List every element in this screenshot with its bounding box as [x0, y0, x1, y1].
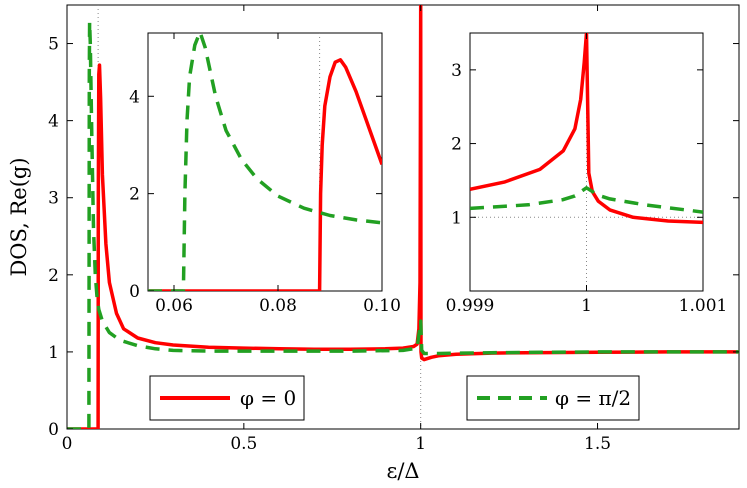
y-tick-label: 3: [451, 61, 462, 81]
inset-left-x-ticks: 0.06 0.08 0.10: [155, 33, 401, 316]
x-tick-label: 0.999: [446, 296, 495, 316]
y-tick-label: 4: [48, 112, 59, 132]
main-y-ticks: 0 1 2 3 4 5: [48, 35, 739, 440]
y-tick-label: 2: [129, 185, 140, 205]
main-x-ticks: 0 0.5 1 1.5: [62, 5, 611, 454]
inset-left-series: [148, 33, 382, 291]
series-line-phi-pi-2: [67, 20, 739, 429]
series-line-phi-0: [470, 33, 703, 225]
y-tick-label: 0: [48, 420, 59, 440]
legend-phi-0: φ = 0: [149, 375, 305, 421]
y-tick-label: 5: [48, 35, 59, 55]
x-axis-label: ε/Δ: [386, 459, 419, 483]
legend-box-right: [466, 375, 640, 421]
legend-phi-pi-2: φ = π/2: [466, 375, 640, 421]
x-tick-label: 0: [62, 434, 73, 454]
inset-left: 0.06 0.08 0.10 0 2 4: [129, 32, 401, 316]
series-line-phi-0: [67, 5, 739, 429]
y-axis-label: DOS, Re(g): [7, 157, 31, 276]
inset-right-series: [470, 33, 703, 225]
y-tick-label: 1: [48, 343, 59, 363]
inset-right-reference-lines: [470, 33, 703, 291]
x-tick-label: 0.08: [259, 296, 297, 316]
series-line-phi-0: [148, 58, 382, 291]
inset-left-y-ticks: 0 2 4: [129, 87, 382, 302]
x-tick-label: 0.5: [230, 434, 257, 454]
x-tick-label: 1: [415, 434, 426, 454]
y-tick-label: 2: [48, 266, 59, 286]
main-series: [67, 5, 739, 429]
legend-label-phi-0: φ = 0: [240, 386, 296, 410]
inset-right-x-ticks: 0.999 1 1.001: [446, 33, 728, 316]
y-tick-label: 0: [129, 282, 140, 302]
x-tick-label: 1.001: [679, 296, 728, 316]
series-line-phi-pi-2: [470, 186, 703, 214]
x-tick-label: 0.10: [363, 296, 401, 316]
inset-right: 0.999 1 1.001 1 2 3: [446, 32, 728, 316]
x-tick-label: 1.5: [584, 434, 611, 454]
x-tick-label: 1: [581, 296, 592, 316]
y-tick-label: 3: [48, 189, 59, 209]
inset-right-y-ticks: 1 2 3: [451, 61, 703, 228]
y-tick-label: 1: [451, 208, 462, 228]
x-tick-label: 0.06: [155, 296, 193, 316]
y-tick-label: 2: [451, 135, 462, 155]
y-tick-label: 4: [129, 87, 140, 107]
legend-label-phi-pi-2: φ = π/2: [555, 386, 631, 410]
